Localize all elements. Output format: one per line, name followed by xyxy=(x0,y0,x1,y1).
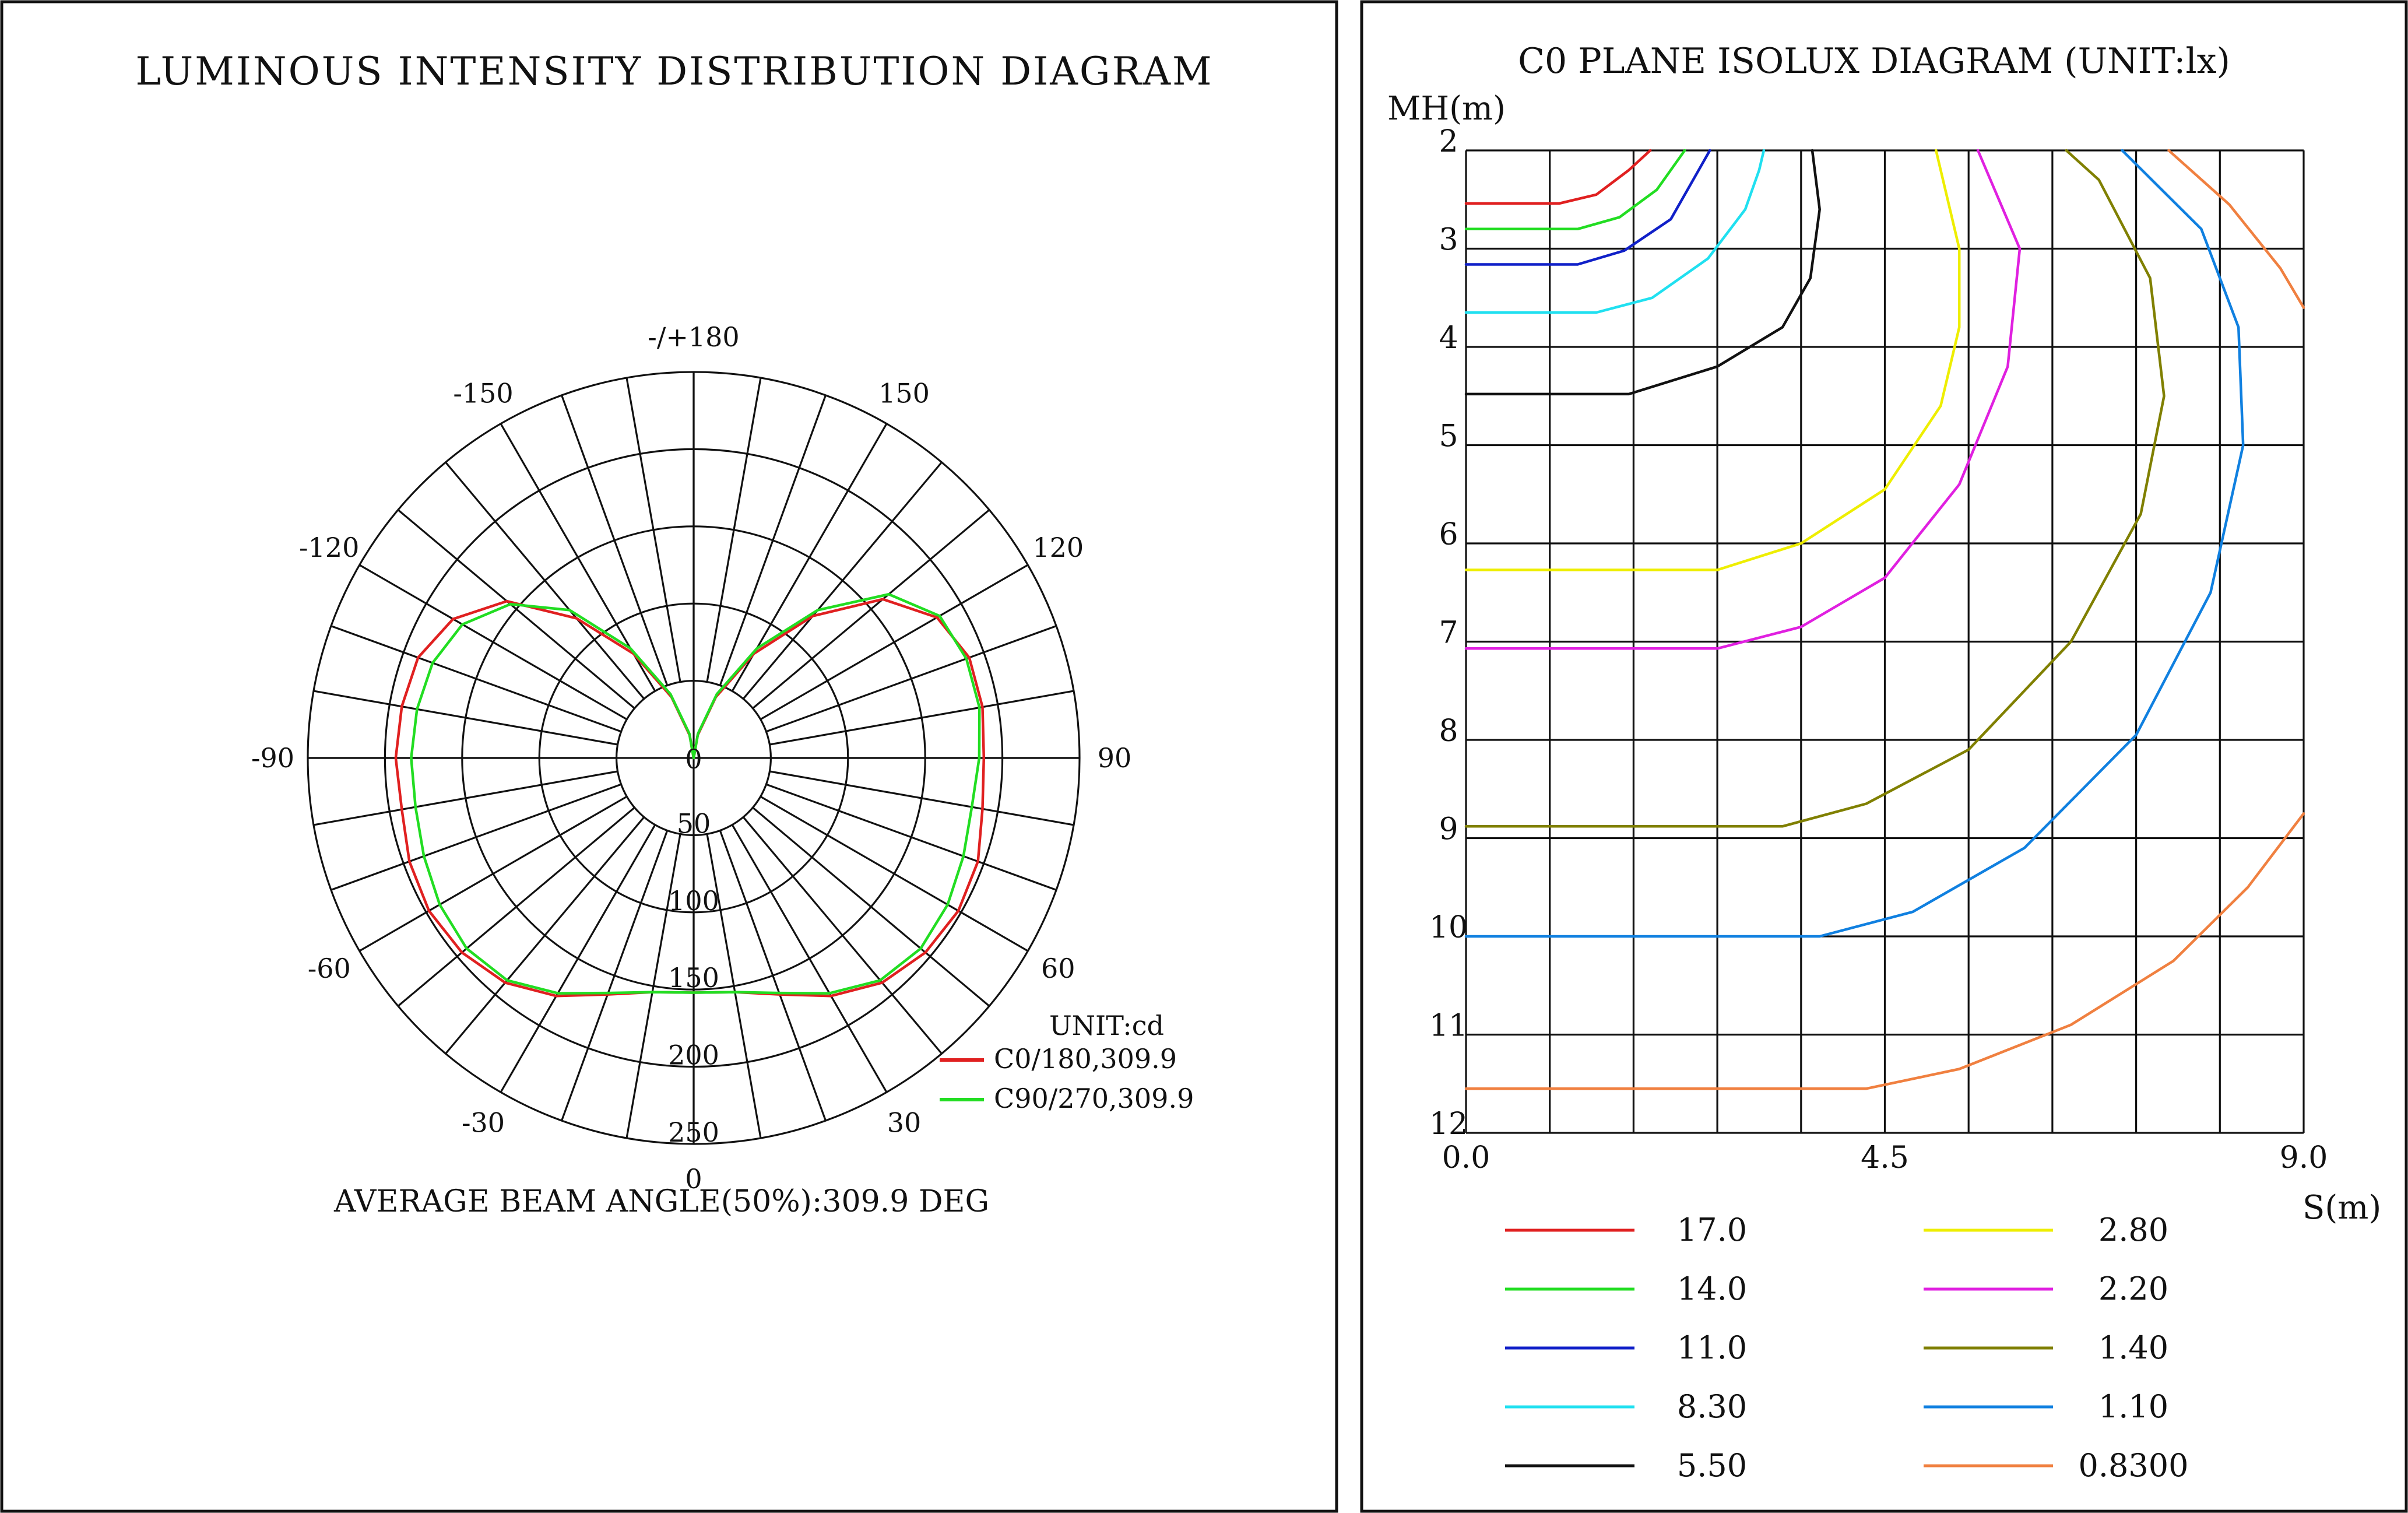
polar-curves xyxy=(394,592,986,998)
polar-angle-label: -120 xyxy=(299,532,359,563)
polar-radial-tick: 100 xyxy=(668,885,719,917)
isolux-y-tick: 5 xyxy=(1439,419,1458,454)
isolux-contour xyxy=(1464,149,1766,314)
isolux-labels: 2 3 4 5 6 7 8 9 10 11 120.0 4.5 9.0 xyxy=(1429,124,2328,1175)
isolux-y-tick: 6 xyxy=(1439,517,1458,552)
isolux-x-tick: 0.0 xyxy=(1442,1140,1491,1175)
isolux-y-tick: 12 xyxy=(1429,1107,1468,1142)
isolux-legend-label: 1.10 xyxy=(2098,1388,2168,1425)
isolux-x-tick: 4.5 xyxy=(1861,1140,1909,1175)
isolux-contour xyxy=(1464,149,1686,231)
isolux-curves xyxy=(1464,149,2305,1090)
isolux-legend-label: 5.50 xyxy=(1677,1447,1747,1484)
isolux-contour xyxy=(1464,149,1821,396)
isolux-legend-label: 2.80 xyxy=(2098,1212,2168,1248)
polar-legend-label: C0/180,309.9 xyxy=(994,1043,1177,1075)
polar-radial-tick: 200 xyxy=(668,1040,719,1071)
polar-radial-tick: 250 xyxy=(668,1117,719,1148)
polar-ring xyxy=(384,448,1004,1068)
isolux-grid xyxy=(1465,149,2305,1134)
polar-angle-label: -90 xyxy=(251,742,294,774)
isolux-legend-label: 0.8300 xyxy=(2079,1447,2189,1484)
polar-radial-tick: 150 xyxy=(668,962,719,994)
isolux-contour xyxy=(1464,812,2305,1090)
isolux-y-tick: 2 xyxy=(1439,124,1458,159)
polar-legend-label: C90/270,309.9 xyxy=(994,1083,1194,1114)
isolux-y-tick: 9 xyxy=(1439,812,1458,847)
isolux-legend-label: 1.40 xyxy=(2098,1329,2168,1366)
beam-angle-footer: AVERAGE BEAM ANGLE(50%):309.9 DEG xyxy=(333,1184,989,1219)
polar-angle-label: 30 xyxy=(887,1107,922,1138)
polar-angle-label: -/+180 xyxy=(648,321,739,353)
polar-ring xyxy=(615,679,772,836)
polar-angle-label: -150 xyxy=(453,378,513,409)
isolux-contour xyxy=(2167,149,2305,309)
polar-angle-label: 120 xyxy=(1032,532,1084,563)
polar-angle-label: 60 xyxy=(1041,953,1075,984)
polar-series-curve xyxy=(410,592,981,995)
polar-angle-label: 90 xyxy=(1098,742,1132,774)
isolux-y-tick: 4 xyxy=(1439,321,1458,356)
polar-radial-tick: 0 xyxy=(685,743,702,775)
isolux-y-tick: 3 xyxy=(1439,223,1458,258)
isolux-legend: 17.0 14.0 11.0 8.30 5.50 2.80 2.20 1.40 1.10 0.83… xyxy=(1505,1212,2188,1484)
polar-angle-label: -60 xyxy=(308,953,351,984)
isolux-contour xyxy=(1464,149,2166,828)
polar-ring xyxy=(307,371,1081,1145)
isolux-legend-label: 14.0 xyxy=(1677,1270,1747,1307)
isolux-y-tick: 11 xyxy=(1429,1009,1468,1044)
polar-angle-label: -30 xyxy=(462,1107,505,1138)
isolux-legend-label: 17.0 xyxy=(1677,1212,1747,1248)
unit-label: UNIT:cd xyxy=(1049,1010,1164,1041)
isolux-legend-label: 2.20 xyxy=(2098,1270,2168,1307)
polar-radial-tick: 50 xyxy=(677,808,711,839)
polar-angle-label: 150 xyxy=(878,378,930,409)
y-axis-label: MH(m) xyxy=(1387,90,1506,128)
isolux-contour xyxy=(1464,149,2245,938)
isolux-contour xyxy=(1464,149,1711,266)
polar-legend: C0/180,309.9 C90/270,309.9 xyxy=(940,1043,1194,1114)
isolux-title: C0 PLANE ISOLUX DIAGRAM (UNIT:lx) xyxy=(1518,41,2230,82)
isolux-contour xyxy=(1464,149,2022,650)
polar-title: LUMINOUS INTENSITY DISTRIBUTION DIAGRAM xyxy=(135,49,1213,94)
polar-labels: -/+180 150 -150 120 -120 90 -90 60 -60 30 -30 0 0 50 1… xyxy=(251,321,1131,1195)
isolux-contour xyxy=(1464,149,1961,571)
isolux-y-tick: 8 xyxy=(1439,714,1458,749)
x-axis-label: S(m) xyxy=(2302,1189,2381,1227)
isolux-y-tick: 10 xyxy=(1429,910,1468,945)
isolux-x-tick: 9.0 xyxy=(2280,1140,2328,1175)
isolux-y-tick: 7 xyxy=(1439,616,1458,651)
polar-ring xyxy=(461,525,926,991)
polar-ring xyxy=(538,602,849,914)
isolux-contour xyxy=(1464,149,1652,205)
isolux-legend-label: 11.0 xyxy=(1677,1329,1747,1366)
polar-angle-label: 0 xyxy=(685,1163,702,1195)
isolux-legend-label: 8.30 xyxy=(1677,1388,1747,1425)
left-panel xyxy=(0,0,1338,1513)
